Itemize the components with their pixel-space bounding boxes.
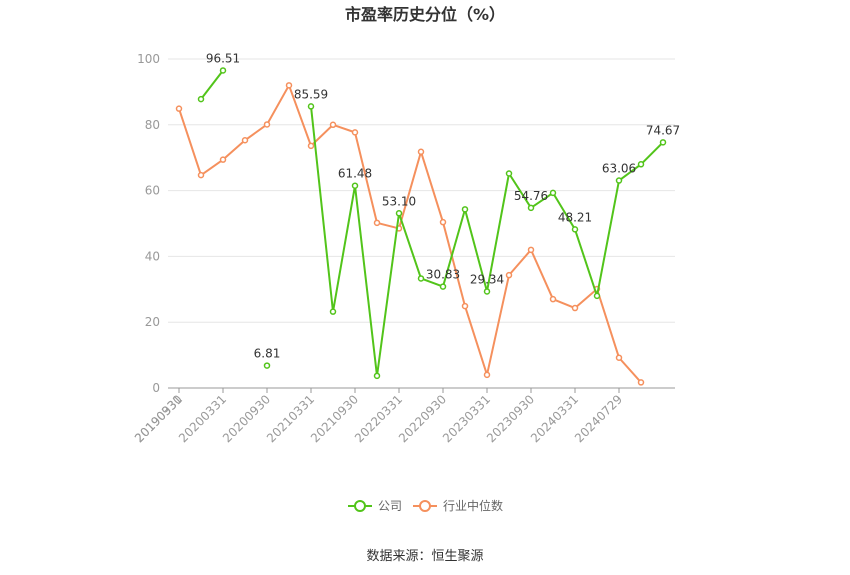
series-line <box>178 84 642 384</box>
data-point[interactable] <box>417 275 425 282</box>
data-point[interactable] <box>329 308 337 315</box>
data-point[interactable] <box>373 372 381 380</box>
data-point[interactable] <box>285 82 293 89</box>
data-point[interactable] <box>395 210 403 217</box>
data-point[interactable] <box>439 283 447 290</box>
data-point[interactable] <box>615 354 623 361</box>
data-point[interactable] <box>527 246 535 254</box>
y-tick-label: 40 <box>145 249 160 263</box>
data-label: 54.76 <box>514 189 548 203</box>
axes: 0204060801002019033120190930202003312020… <box>132 52 675 445</box>
legend-marker-icon <box>419 500 431 512</box>
series-lines <box>175 67 667 386</box>
y-tick-label: 20 <box>145 315 160 329</box>
data-labels: 96.51 6.81 85.59 61.48 53.10 30.83 29.34 54.76 4… <box>206 51 680 360</box>
series-line <box>310 106 664 377</box>
data-point[interactable] <box>263 121 271 128</box>
data-point[interactable] <box>351 182 359 189</box>
data-point[interactable] <box>659 139 667 146</box>
data-point[interactable] <box>197 171 205 179</box>
legend-item-industry-median[interactable]: 行业中位数 <box>413 498 503 513</box>
y-tick-label: 80 <box>145 118 160 132</box>
data-point[interactable] <box>351 129 359 136</box>
y-tick-label: 60 <box>145 184 160 198</box>
data-point[interactable] <box>461 302 469 310</box>
data-point[interactable] <box>637 379 645 386</box>
data-point[interactable] <box>461 206 469 213</box>
series-line <box>200 69 224 100</box>
data-point[interactable] <box>571 304 579 312</box>
series-company <box>197 67 667 380</box>
data-label: 6.81 <box>254 347 281 361</box>
y-tick-label: 100 <box>137 52 160 66</box>
legend-item-company[interactable]: 公司 <box>348 499 402 513</box>
series-industry-median <box>175 82 645 386</box>
data-label: 63.06 <box>602 162 636 176</box>
x-tick-label: 20240729 <box>572 392 625 445</box>
data-point[interactable] <box>593 292 601 300</box>
data-point[interactable] <box>307 142 315 150</box>
data-label: 48.21 <box>558 210 592 224</box>
data-point[interactable] <box>219 67 227 74</box>
data-point[interactable] <box>505 271 513 279</box>
legend-label: 公司 <box>378 499 402 513</box>
data-point[interactable] <box>505 170 513 177</box>
grid <box>168 58 675 323</box>
data-point[interactable] <box>373 219 381 227</box>
data-label: 29.34 <box>470 272 504 286</box>
data-point[interactable] <box>571 226 579 233</box>
legend[interactable]: 公司 行业中位数 <box>348 498 503 513</box>
data-point[interactable] <box>483 371 491 379</box>
data-point[interactable] <box>549 189 557 197</box>
data-point[interactable] <box>307 103 315 110</box>
data-label: 74.67 <box>646 123 680 137</box>
chart-title: 市盈率历史分位（%） <box>345 5 505 24</box>
data-point[interactable] <box>219 156 227 163</box>
data-point[interactable] <box>241 137 249 144</box>
data-point[interactable] <box>329 121 337 129</box>
y-tick-label: 0 <box>152 381 160 395</box>
data-point[interactable] <box>263 362 271 369</box>
data-point[interactable] <box>197 95 205 103</box>
data-label: 30.83 <box>426 268 460 282</box>
data-label: 85.59 <box>294 87 328 101</box>
data-label: 96.51 <box>206 51 240 65</box>
data-point[interactable] <box>637 161 645 168</box>
legend-label: 行业中位数 <box>443 498 503 513</box>
data-label: 61.48 <box>338 167 372 181</box>
data-point[interactable] <box>417 148 425 156</box>
data-point[interactable] <box>175 105 183 112</box>
data-point[interactable] <box>549 295 557 303</box>
data-point[interactable] <box>527 204 535 212</box>
data-label: 53.10 <box>382 194 416 208</box>
source-note: 数据来源：恒生聚源 <box>366 549 483 564</box>
legend-marker-icon <box>354 500 366 512</box>
data-point[interactable] <box>483 288 491 295</box>
data-point[interactable] <box>615 177 623 184</box>
data-point[interactable] <box>439 218 447 226</box>
